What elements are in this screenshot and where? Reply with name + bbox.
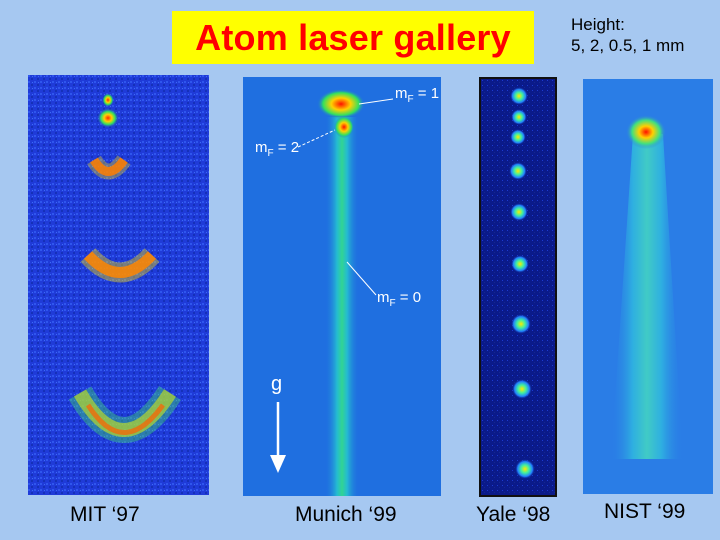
yale-pulse-4 — [509, 162, 527, 180]
mit-pulse-2 — [97, 108, 119, 128]
mit-pulse-1 — [102, 93, 114, 107]
yale-panel — [479, 77, 557, 497]
mit-pulse-3 — [90, 157, 128, 176]
height-label: Height: — [571, 15, 625, 34]
nist-caption: NIST ‘99 — [604, 500, 686, 523]
mit-pulse-4 — [83, 251, 157, 278]
yale-pulse-5 — [510, 203, 528, 221]
height-note: Height: 5, 2, 0.5, 1 mm — [571, 14, 684, 56]
height-values: 5, 2, 0.5, 1 mm — [571, 36, 685, 55]
munich-cloud-mf2 — [334, 116, 354, 138]
munich-image — [243, 77, 441, 496]
nist-image — [583, 79, 713, 494]
yale-pulse-1 — [510, 87, 528, 105]
yale-pulse-6 — [511, 255, 529, 273]
yale-pulse-3 — [510, 129, 526, 145]
label-mf0: mF = 0 — [377, 289, 422, 309]
gravity-label: g — [271, 373, 283, 395]
slide-title: Atom laser gallery — [195, 16, 511, 58]
munich-cloud-mf1 — [317, 89, 365, 119]
label-mf1: mF = 1 — [395, 85, 440, 105]
yale-pulse-2 — [511, 109, 527, 125]
munich-caption: Munich ‘99 — [295, 503, 397, 526]
mit-image — [28, 75, 209, 495]
title-banner: Atom laser gallery — [172, 11, 534, 64]
yale-caption: Yale ‘98 — [476, 503, 551, 526]
mit-caption: MIT ‘97 — [70, 503, 140, 526]
yale-pulse-9 — [515, 459, 535, 479]
mit-panel — [28, 75, 209, 495]
yale-pulse-8 — [512, 379, 532, 399]
label-mf2: mF = 2 — [255, 139, 300, 159]
nist-source — [626, 115, 666, 149]
yale-image — [481, 79, 555, 495]
munich-panel: mF = 1 mF = 2 mF = 0 g — [243, 77, 441, 496]
yale-pulse-7 — [511, 314, 531, 334]
nist-panel — [583, 79, 713, 494]
